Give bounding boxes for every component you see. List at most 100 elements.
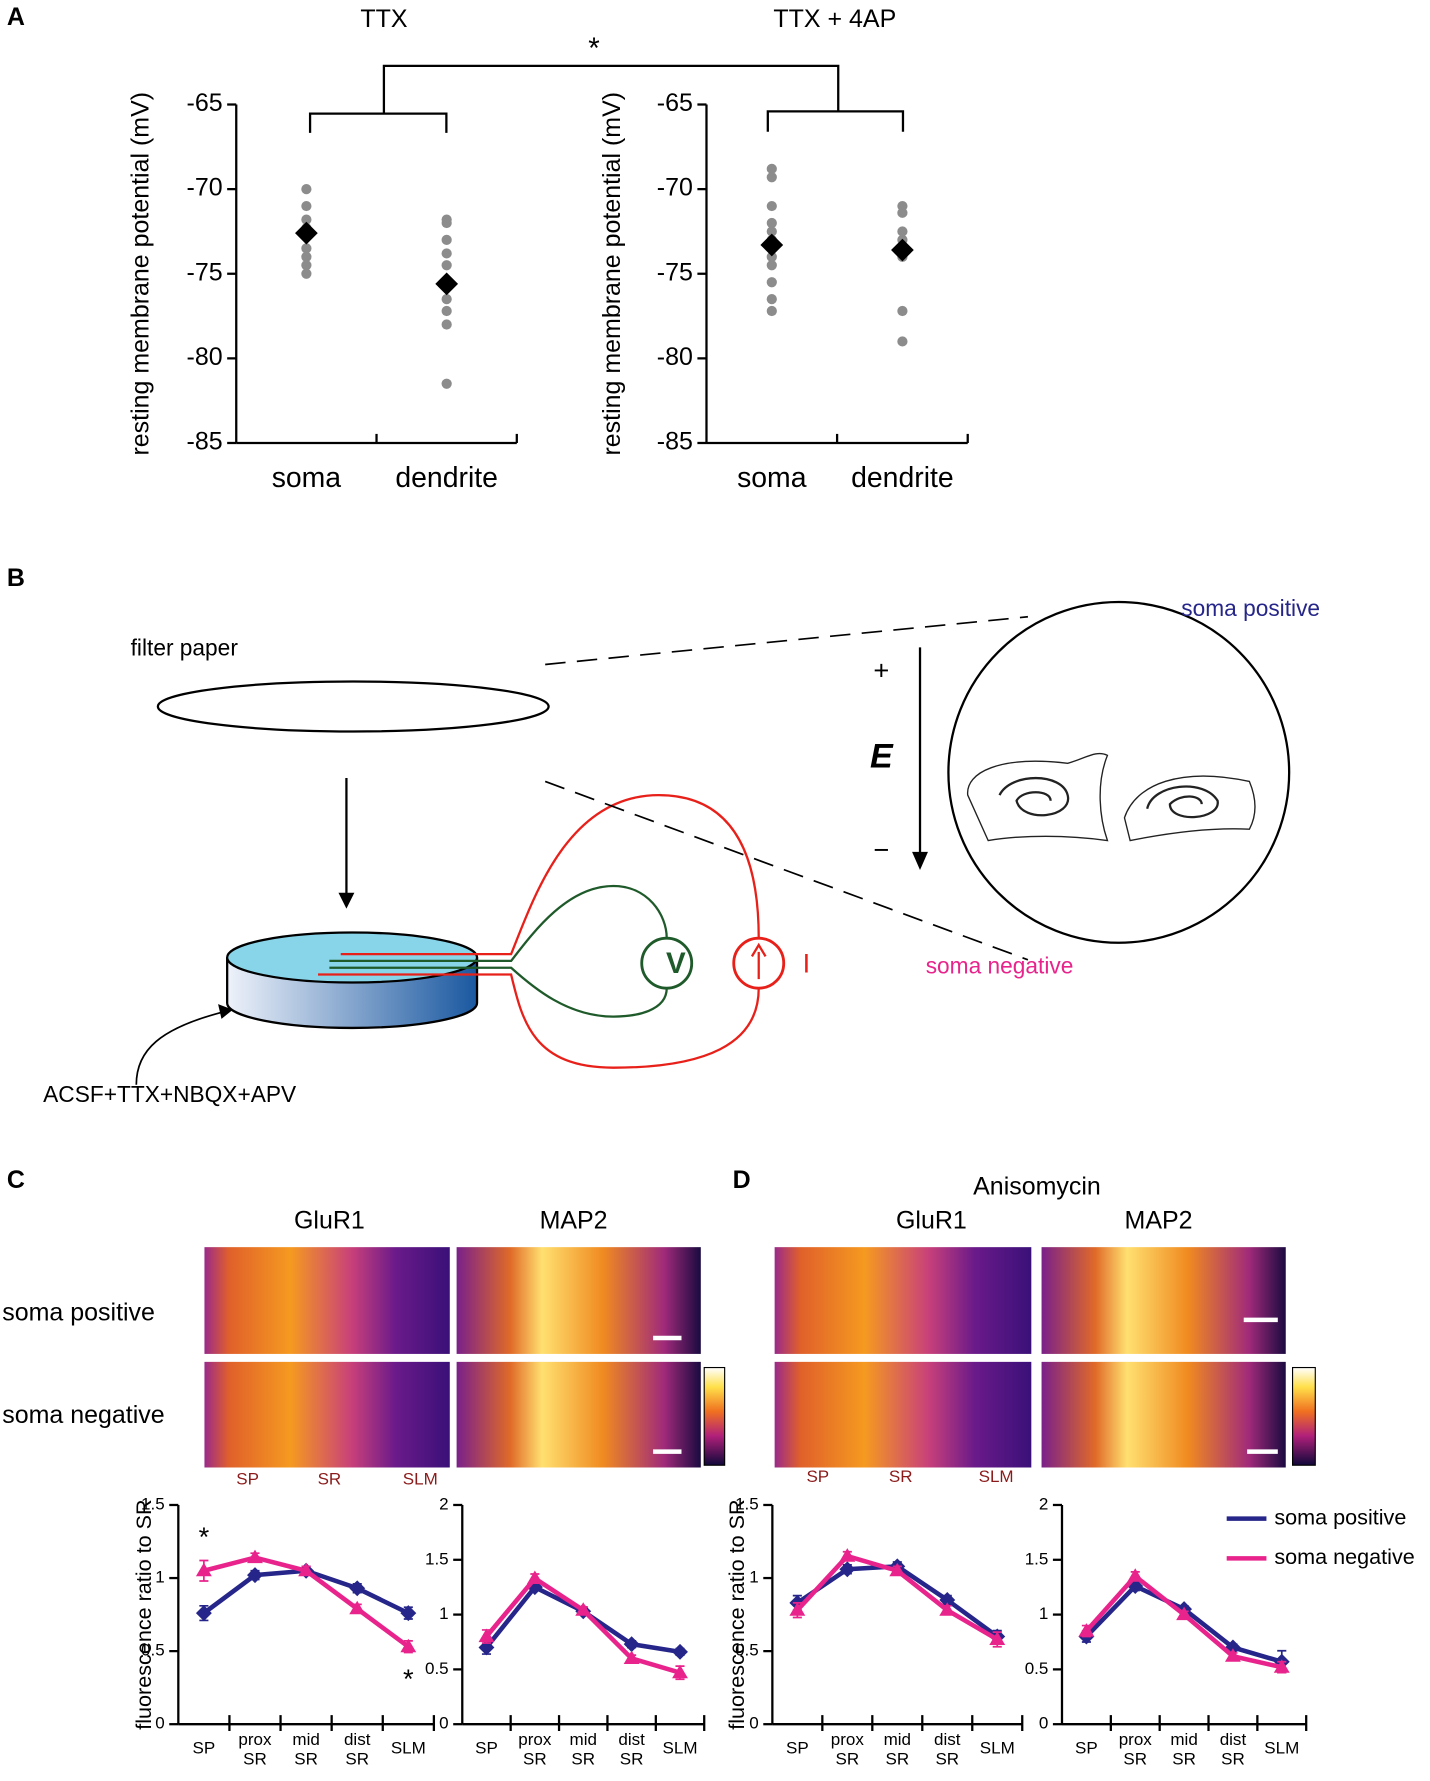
y-tick-label: 0 — [155, 1714, 164, 1733]
x-tick-label: mid SR — [570, 1730, 597, 1768]
panel-label: B — [7, 564, 25, 592]
data-point — [766, 200, 777, 212]
treatment: Anisomycin — [973, 1173, 1101, 1201]
y-tick-label: 1 — [439, 1604, 448, 1623]
layer-label: SP — [236, 1469, 259, 1488]
layer-label: SLM — [403, 1469, 438, 1488]
marker — [939, 1602, 956, 1616]
data-point — [766, 226, 777, 237]
marker — [889, 1562, 906, 1577]
data-point — [441, 319, 452, 330]
data-point — [766, 217, 777, 229]
marker — [400, 1605, 417, 1622]
data-point — [301, 268, 312, 279]
y-tick-label: 1.5 — [141, 1494, 165, 1513]
data-point — [441, 305, 452, 317]
y-tick-label: 1 — [1039, 1604, 1048, 1623]
legend-label: soma positive — [1274, 1504, 1406, 1529]
stain-label: MAP2 — [1125, 1207, 1193, 1235]
marker — [195, 1562, 212, 1577]
y-tick-label: 1 — [155, 1568, 164, 1587]
diagram — [135, 600, 1291, 1085]
y-tick-label: 0 — [1039, 1714, 1048, 1733]
layer-label: SP — [806, 1467, 829, 1486]
data-point — [766, 163, 777, 174]
y-tick-label: 2 — [1039, 1494, 1048, 1513]
marker — [400, 1638, 417, 1653]
y-tick-label: -75 — [657, 258, 693, 286]
x-tick-label: soma — [737, 462, 807, 494]
label: filter paper — [131, 635, 239, 661]
y-tick-label: 0.5 — [735, 1641, 759, 1660]
x-tick-label: SP — [786, 1739, 809, 1758]
mean-marker — [435, 272, 459, 296]
data-point — [766, 294, 777, 305]
data-point — [766, 277, 777, 288]
y-tick-label: 0 — [749, 1714, 758, 1733]
x-tick-label: SP — [193, 1739, 216, 1758]
y-tick-label: 0 — [439, 1714, 448, 1733]
x-tick-label: SP — [475, 1739, 498, 1758]
y-tick-label: -70 — [187, 174, 223, 202]
marker — [839, 1548, 856, 1562]
data-point — [441, 234, 452, 246]
bracket — [308, 64, 905, 133]
y-tick-label: -65 — [657, 89, 693, 117]
y-tick-label: -85 — [657, 428, 693, 456]
marker — [349, 1600, 366, 1615]
y-tick-label: 1.5 — [1025, 1549, 1049, 1568]
y-tick-label: 0.5 — [141, 1641, 165, 1660]
data-point — [301, 260, 312, 271]
x-tick-label: SLM — [1264, 1739, 1299, 1758]
y-tick-label: 1.5 — [425, 1549, 449, 1568]
data-point — [301, 243, 312, 254]
mean-marker — [891, 238, 914, 262]
data-point — [897, 226, 908, 237]
marker — [526, 1570, 543, 1584]
x-tick-label: dist SR — [618, 1730, 645, 1768]
data-point — [441, 217, 452, 229]
chart-title: TTX — [360, 5, 408, 33]
stain-label: MAP2 — [540, 1207, 608, 1235]
legend-label: soma negative — [1274, 1544, 1414, 1569]
label: soma positive — [1181, 595, 1320, 621]
y-axis-label: resting membrane potential (mV) — [127, 92, 155, 456]
y-tick-label: 1.5 — [735, 1494, 759, 1513]
data-point — [897, 336, 908, 347]
x-tick-label: SLM — [663, 1739, 698, 1758]
stain-label: GluR1 — [896, 1207, 967, 1235]
chart-title: TTX + 4AP — [773, 5, 896, 33]
layer-label: SR — [318, 1469, 342, 1488]
x-tick-label: dist SR — [344, 1730, 371, 1768]
x-tick-label: soma — [272, 462, 342, 494]
marker — [623, 1650, 640, 1664]
marker — [298, 1562, 315, 1577]
panel-label: C — [7, 1166, 25, 1194]
marker — [789, 1602, 806, 1616]
data-point — [441, 378, 452, 389]
marker — [247, 1549, 263, 1564]
marker — [1127, 1568, 1144, 1582]
x-tick-label: dist SR — [1220, 1730, 1247, 1768]
marker — [195, 1605, 212, 1622]
marker — [672, 1643, 688, 1660]
y-tick-label: 1 — [749, 1568, 758, 1587]
y-tick-label: 0.5 — [425, 1659, 449, 1678]
mean-marker — [295, 221, 318, 245]
y-axis-label: fluorescence ratio to SR — [724, 1499, 749, 1729]
marker — [1224, 1648, 1241, 1662]
y-tick-label: -65 — [187, 89, 223, 117]
marker — [672, 1664, 688, 1679]
x-tick-label: SLM — [391, 1739, 426, 1758]
data-point — [441, 260, 452, 271]
x-tick-label: prox SR — [1119, 1730, 1153, 1768]
y-tick-label: -80 — [657, 343, 693, 371]
x-tick-label: dendrite — [395, 462, 498, 494]
micrographs — [204, 1247, 1316, 1468]
y-tick-label: -75 — [187, 258, 223, 286]
label: E — [870, 738, 894, 776]
data-point — [897, 207, 908, 218]
marker — [575, 1602, 592, 1616]
data-point — [441, 248, 452, 259]
